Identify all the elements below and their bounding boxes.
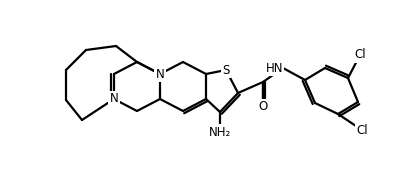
Text: N: N xyxy=(156,68,164,81)
Text: Cl: Cl xyxy=(354,48,366,61)
Text: S: S xyxy=(222,63,230,76)
Text: N: N xyxy=(110,93,118,106)
Text: NH₂: NH₂ xyxy=(209,126,231,139)
Text: HN: HN xyxy=(265,61,283,74)
Text: Cl: Cl xyxy=(356,124,368,137)
Text: O: O xyxy=(258,100,268,113)
